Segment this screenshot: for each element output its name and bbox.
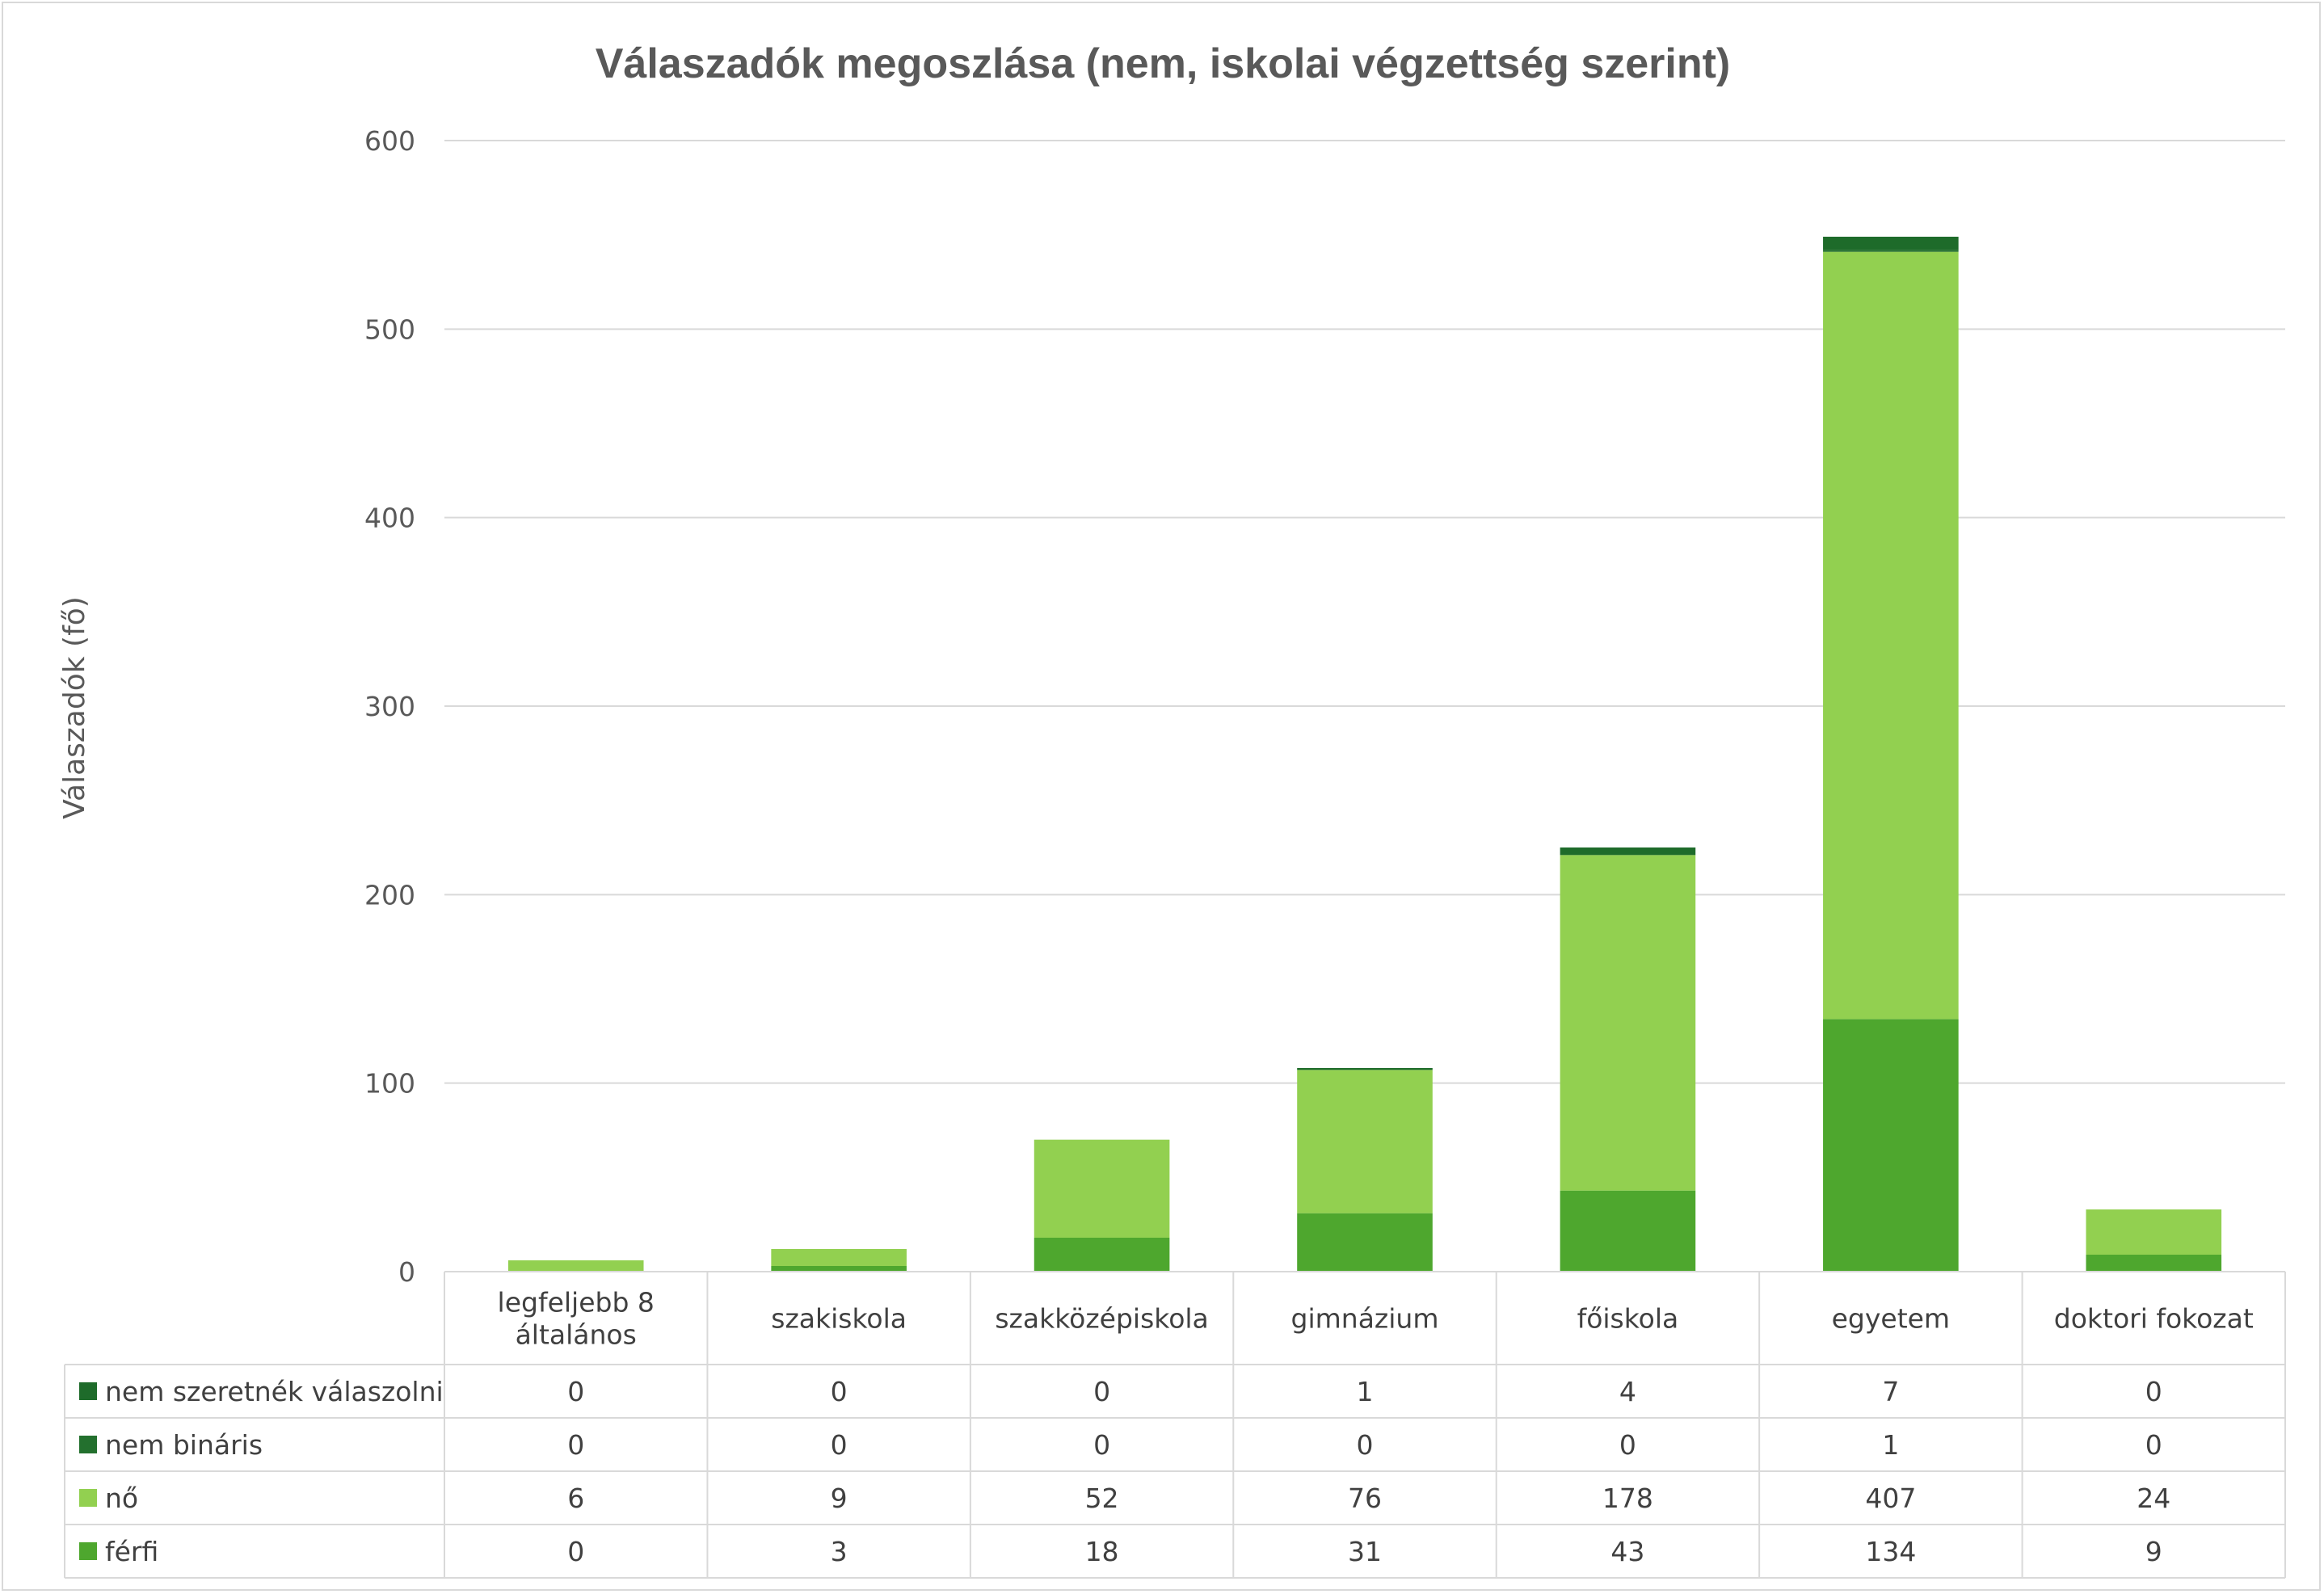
chart-canvas: Válaszadók megoszlása (nem, iskolai végz… — [58, 40, 2286, 1579]
bar-segment — [1560, 847, 1696, 856]
table-cell: 0 — [2145, 1429, 2162, 1461]
y-tick-label: 400 — [364, 503, 415, 534]
category-label: gimnázium — [1291, 1303, 1439, 1335]
bar-segment — [1560, 855, 1696, 1191]
table-cell: 9 — [2145, 1536, 2162, 1567]
legend-swatch — [79, 1542, 97, 1560]
table-cell: 0 — [567, 1376, 584, 1407]
table-cell: 1 — [1357, 1376, 1374, 1407]
legend-swatch — [79, 1489, 97, 1507]
table-cell: 0 — [1093, 1376, 1110, 1407]
table-cell: 0 — [1357, 1429, 1374, 1461]
legend-label: nem szeretnék válaszolni — [105, 1376, 444, 1407]
y-tick-label: 100 — [364, 1068, 415, 1100]
table-cell: 24 — [2137, 1483, 2170, 1514]
table-cell: 407 — [1865, 1483, 1916, 1514]
table-cell: 0 — [567, 1536, 584, 1567]
gridlines: 0 100 200 300 400 500 600 — [364, 125, 2285, 1288]
y-tick-label: 0 — [398, 1256, 415, 1288]
bar-segment — [1823, 237, 1959, 250]
bar-segment — [1297, 1068, 1433, 1070]
table-cell: 0 — [567, 1429, 584, 1461]
bar-segment — [771, 1266, 907, 1272]
bars — [507, 237, 2222, 1272]
y-tick-label: 500 — [364, 313, 415, 345]
bar-segment — [1297, 1213, 1433, 1272]
table-cell: 3 — [831, 1536, 848, 1567]
bar-segment — [771, 1249, 907, 1266]
table-cell: 178 — [1602, 1483, 1653, 1514]
y-tick-label: 600 — [364, 125, 415, 157]
table-cell: 1 — [1882, 1429, 1899, 1461]
table-cell: 0 — [831, 1429, 848, 1461]
y-axis-label: Válaszadók (fő) — [58, 596, 91, 819]
table-cell: 4 — [1619, 1376, 1636, 1407]
bar-segment — [1297, 1070, 1433, 1213]
legend-swatch — [79, 1436, 97, 1453]
table-cell: 6 — [567, 1483, 584, 1514]
table-cell: 18 — [1085, 1536, 1119, 1567]
legend-label: nő — [105, 1483, 138, 1514]
table-cell: 31 — [1348, 1536, 1382, 1567]
bar-segment — [2086, 1255, 2222, 1272]
table-cell: 43 — [1610, 1536, 1644, 1567]
table-cell: 9 — [831, 1483, 848, 1514]
bar-segment — [1823, 251, 1959, 1020]
category-label: szakiskola — [771, 1303, 907, 1335]
chart-title: Válaszadók megoszlása (nem, iskolai végz… — [596, 40, 1731, 87]
table-cell: 0 — [1093, 1429, 1110, 1461]
table-cell: 0 — [1619, 1429, 1636, 1461]
legend-swatch — [79, 1382, 97, 1400]
y-tick-label: 300 — [364, 691, 415, 722]
table-cell: 76 — [1348, 1483, 1382, 1514]
category-label: főiskola — [1577, 1303, 1679, 1335]
table-cell: 134 — [1865, 1536, 1916, 1567]
category-label: szakközépiskola — [995, 1303, 1208, 1335]
category-label: általános — [516, 1319, 637, 1351]
y-tick-label: 200 — [364, 879, 415, 911]
bar-segment — [1560, 1190, 1696, 1272]
bar-segment — [2086, 1209, 2222, 1255]
table-cell: 0 — [831, 1376, 848, 1407]
category-label: legfeljebb 8 — [498, 1287, 655, 1319]
table-cell: 0 — [2145, 1376, 2162, 1407]
bar-segment — [1823, 250, 1959, 252]
category-label: doktori fokozat — [2054, 1303, 2254, 1335]
legend-label: nem bináris — [105, 1429, 263, 1461]
bar-segment — [507, 1260, 644, 1272]
bar-segment — [1823, 1019, 1959, 1272]
bar-segment — [1034, 1238, 1170, 1272]
table-cell: 7 — [1882, 1376, 1899, 1407]
category-label: egyetem — [1832, 1303, 1950, 1335]
legend-label: férfi — [105, 1536, 158, 1567]
table-cell: 52 — [1085, 1483, 1119, 1514]
bar-segment — [1034, 1139, 1170, 1238]
